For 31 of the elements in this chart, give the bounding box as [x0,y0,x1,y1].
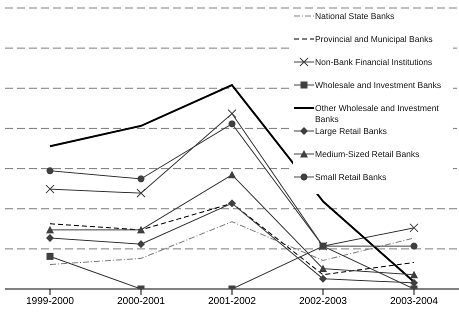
point [46,167,54,174]
point [228,170,236,178]
point [137,226,145,234]
point [319,264,327,272]
legend-label: Other Wholesale and Investment Banks [315,102,440,125]
legend-label: Provincial and Municipal Banks [315,33,433,45]
point [46,234,54,242]
legend-label: Large Retail Banks [315,125,387,137]
point [228,199,236,208]
point [410,242,418,250]
legend-label: Wholesale and Investment Banks [315,79,442,91]
legend-label: Small Retail Banks [315,171,386,183]
point [46,184,54,194]
point [46,226,54,234]
point [138,175,144,182]
legend-label: Medium-Sized Retail Banks [315,148,420,160]
x-tick-label: 2002-2003 [299,296,348,308]
point [410,270,418,278]
point [319,274,327,283]
x-tick-label: 2001-2002 [208,296,256,308]
x-tick-label: 2003-2004 [390,296,438,308]
point [228,120,236,128]
legend-label: Non-Bank Financial Institutions [315,56,432,68]
legend-label: National State Banks [315,10,394,22]
x-tick-label: 2000-2001 [117,296,166,308]
point [137,240,145,248]
point [410,223,418,232]
point [228,109,236,118]
point [46,252,54,260]
point [136,188,146,198]
x-tick-label: 1999-2000 [26,296,74,308]
